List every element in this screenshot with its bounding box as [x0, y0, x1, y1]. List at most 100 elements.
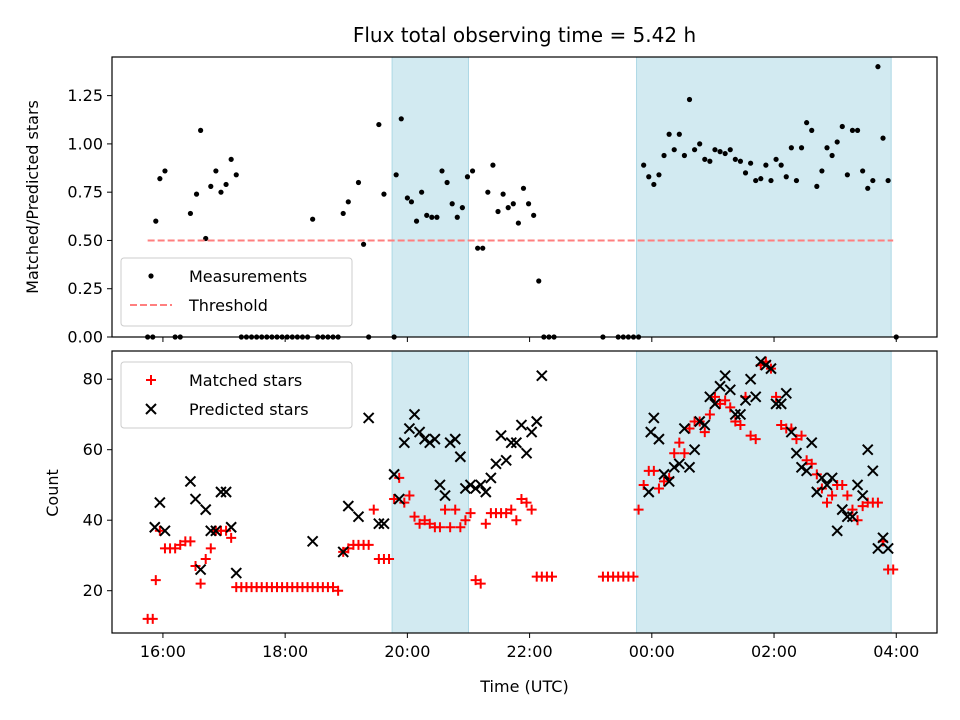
top-shaded-window-1: [391, 56, 469, 338]
matched-star-point: [205, 543, 216, 554]
measurement-point: [885, 177, 891, 184]
matched-star-point: [521, 497, 532, 508]
bottom-y-tick-label: 80: [83, 370, 103, 389]
matched-star-point: [506, 504, 517, 515]
matched-star-point: [414, 518, 425, 529]
measurement-point: [778, 162, 784, 168]
matched-star-point: [872, 497, 883, 508]
measurement-point: [773, 156, 779, 162]
matched-star-point: [796, 430, 807, 441]
predicted-star-point: [811, 486, 823, 498]
measurement-point: [515, 220, 521, 226]
matched-star-point: [200, 553, 211, 564]
top-y-tick-label: 0.25: [67, 279, 103, 298]
matched-star-point: [715, 398, 726, 409]
matched-star-point: [394, 472, 405, 483]
top-shaded-window-2: [636, 56, 892, 338]
bottom-legend: Matched stars Predicted stars: [120, 361, 353, 429]
predicted-star-point: [225, 521, 237, 533]
predicted-star-point: [149, 521, 161, 533]
measurement-point: [798, 145, 805, 151]
predicted-star-point: [795, 461, 808, 474]
measurement-point: [753, 177, 759, 184]
legend-box: [120, 361, 353, 429]
legend-dot-marker: [148, 273, 154, 279]
measurement-point: [153, 218, 159, 224]
predicted-star-point: [765, 362, 777, 375]
matched-star-point: [674, 437, 685, 448]
matched-star-point: [648, 465, 659, 476]
predicted-star-point: [429, 433, 441, 445]
measurement-point: [788, 145, 794, 151]
top-legend: Measurements Threshold: [120, 257, 353, 327]
matched-star-point: [837, 479, 848, 490]
top-axes-frame: [111, 56, 938, 338]
predicted-star-point: [418, 433, 431, 445]
measurement-point: [233, 172, 239, 178]
matched-star-point: [822, 497, 832, 508]
matched-star-point: [150, 575, 161, 586]
predicted-star-point: [658, 468, 670, 481]
matched-star-point: [501, 508, 512, 519]
measurement-point: [193, 191, 200, 197]
measurement-point: [157, 176, 163, 182]
predicted-star-point: [693, 415, 706, 428]
measurement-point: [844, 172, 850, 178]
measurement-point: [525, 201, 532, 207]
matched-star-point: [750, 434, 761, 445]
bottom-y-axis-label: Count: [43, 469, 62, 517]
predicted-star-point: [688, 443, 701, 456]
top-y-axis-label: Matched/Predicted stars: [23, 100, 42, 294]
predicted-star-point: [826, 472, 838, 484]
measurement-point: [419, 189, 425, 195]
predicted-star-point: [643, 486, 655, 498]
measurement-point: [360, 241, 367, 247]
x-tick-label: 02:00: [751, 642, 797, 661]
predicted-star-point: [749, 391, 762, 403]
measurement-point: [697, 141, 703, 147]
matched-star-point: [816, 483, 827, 494]
predicted-star-point: [194, 563, 207, 576]
predicted-star-point: [846, 510, 859, 523]
predicted-star-point: [821, 479, 833, 491]
matched-star-point: [333, 585, 344, 596]
predicted-star-point: [719, 369, 731, 382]
predicted-star-point: [699, 419, 711, 431]
measurement-point: [345, 199, 351, 205]
predicted-star-point: [790, 447, 803, 459]
measurement-point: [783, 174, 789, 180]
measurement-point: [520, 185, 527, 191]
measurement-point: [310, 216, 316, 222]
matched-star-point: [699, 427, 710, 438]
matched-star-point: [811, 469, 822, 480]
measurement-point: [228, 156, 234, 162]
predicted-star-point: [836, 503, 848, 516]
measurement-point: [819, 168, 825, 174]
measurement-point: [485, 189, 491, 195]
top-y-tick-label: 0.75: [67, 183, 103, 202]
predicted-star-point: [755, 355, 767, 368]
measurement-point: [854, 127, 861, 133]
measurement-point: [469, 168, 476, 174]
measurement-point: [449, 201, 455, 207]
matched-star-point: [735, 420, 746, 431]
predicted-star-point: [352, 510, 365, 523]
measurement-point: [429, 214, 435, 220]
matched-star-point: [170, 543, 181, 554]
predicted-star-point: [872, 542, 884, 555]
measurement-point: [424, 212, 430, 218]
predicted-star-point: [683, 461, 696, 474]
predicted-star-point: [648, 412, 660, 424]
matched-star-point: [328, 582, 339, 593]
measurement-point: [651, 181, 657, 188]
measurement-point: [671, 147, 677, 153]
measurement-point: [355, 179, 362, 186]
predicted-star-point: [536, 369, 548, 382]
bottom-series-2: [149, 355, 894, 579]
measurement-point: [641, 162, 647, 168]
measurement-point: [434, 214, 440, 220]
top-series-1: [145, 64, 899, 340]
matched-star-point: [460, 515, 471, 526]
bottom-panel: 20 40 60 80 16:00 18:00 20:00 22:00 00:00 02:00 04…: [83, 350, 938, 661]
measurement-point: [480, 245, 486, 251]
